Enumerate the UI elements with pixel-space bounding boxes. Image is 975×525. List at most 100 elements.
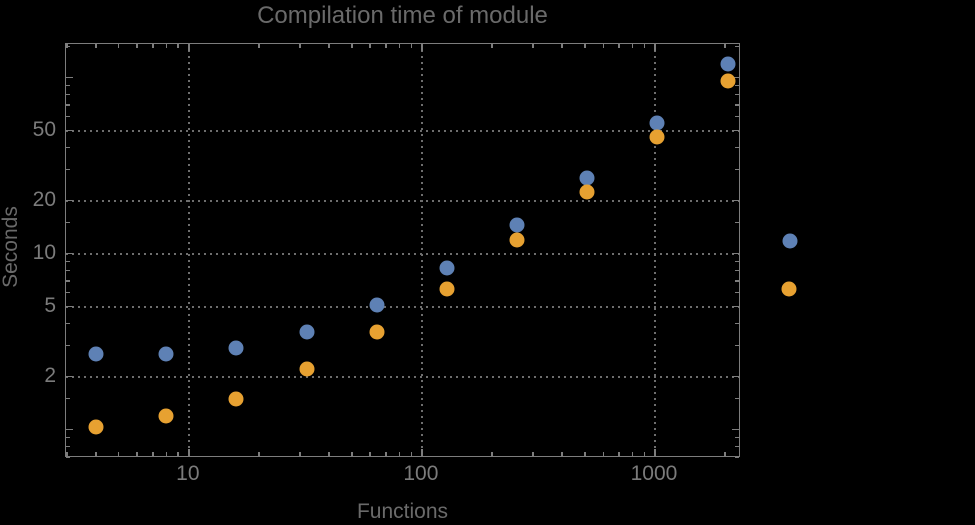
- v-gridline: [653, 44, 656, 456]
- data-point-series-1-blue: [228, 340, 244, 356]
- y-tick: [735, 291, 739, 294]
- x-tick: [328, 452, 330, 456]
- y-tick: [735, 280, 739, 282]
- x-tick: [188, 449, 190, 456]
- x-tick: [618, 452, 620, 456]
- x-axis-label: Functions: [356, 500, 449, 523]
- x-tick: [654, 449, 656, 456]
- x-tick: [258, 452, 260, 456]
- x-tick: [654, 44, 656, 51]
- data-point-series-2-orange: [439, 281, 455, 297]
- x-tick: [369, 44, 371, 48]
- y-tick: [66, 146, 70, 149]
- y-tick: [66, 397, 70, 400]
- y-tick: [66, 269, 70, 272]
- y-tick: [735, 344, 739, 347]
- y-tick: [735, 221, 739, 224]
- y-tick: [66, 305, 73, 308]
- x-tick: [618, 44, 620, 48]
- y-tick: [66, 344, 70, 347]
- x-tick: [385, 452, 387, 456]
- y-tick: [735, 436, 739, 439]
- x-tick-label: 1000: [630, 462, 678, 485]
- data-point-series-1-blue: [579, 170, 595, 186]
- x-tick: [188, 44, 190, 51]
- h-gridline: [66, 129, 739, 132]
- y-tick: [732, 252, 739, 255]
- y-tick: [66, 445, 70, 448]
- data-point-series-2-orange: [369, 324, 385, 340]
- x-tick: [95, 44, 97, 48]
- y-tick: [735, 84, 739, 87]
- y-tick: [735, 168, 739, 171]
- y-tick: [735, 260, 739, 263]
- y-tick-label: 2: [44, 363, 56, 387]
- x-tick: [561, 44, 563, 48]
- x-tick: [421, 44, 423, 51]
- y-tick: [735, 146, 739, 149]
- y-tick: [735, 269, 739, 272]
- x-tick: [351, 44, 353, 48]
- h-gridline: [66, 199, 739, 202]
- y-tick: [66, 221, 70, 224]
- data-point-series-2-orange: [228, 391, 244, 407]
- y-tick-label: 50: [32, 117, 56, 141]
- x-tick: [602, 44, 604, 48]
- y-tick: [66, 322, 70, 325]
- y-tick: [66, 280, 70, 282]
- x-tick: [136, 44, 138, 48]
- y-tick: [735, 445, 739, 448]
- x-tick: [398, 44, 401, 48]
- y-tick: [66, 291, 70, 294]
- y-tick: [735, 45, 739, 48]
- v-gridline: [187, 44, 190, 456]
- data-point-series-1-blue: [158, 346, 174, 362]
- data-point-series-1-blue: [439, 260, 455, 276]
- y-tick-label: 10: [32, 240, 56, 264]
- x-tick: [410, 452, 412, 456]
- legend-marker-series-1-blue: [782, 233, 798, 249]
- x-tick: [328, 44, 330, 48]
- x-tick: [136, 452, 138, 456]
- y-tick: [66, 260, 70, 263]
- v-gridline: [420, 44, 423, 456]
- x-tick-label: 10: [176, 462, 200, 485]
- y-tick: [735, 397, 739, 400]
- y-tick: [735, 115, 739, 118]
- x-tick: [643, 44, 646, 48]
- x-tick: [299, 452, 301, 456]
- data-point-series-2-orange: [720, 73, 735, 89]
- y-tick: [66, 104, 70, 106]
- x-tick: [369, 452, 371, 456]
- x-tick: [561, 452, 563, 456]
- x-tick: [602, 452, 604, 456]
- x-tick: [351, 452, 353, 456]
- data-point-series-1-blue: [509, 217, 525, 233]
- y-tick: [66, 456, 70, 458]
- y-tick: [732, 129, 739, 132]
- y-tick: [66, 84, 70, 87]
- x-tick: [491, 452, 493, 456]
- data-point-series-2-orange: [158, 408, 174, 424]
- data-point-series-1-blue: [649, 115, 665, 131]
- x-tick: [724, 452, 726, 456]
- x-tick: [117, 44, 120, 48]
- x-tick: [66, 452, 68, 456]
- x-tick: [584, 44, 586, 48]
- y-tick: [66, 76, 73, 79]
- data-point-series-2-orange: [299, 361, 315, 377]
- y-tick-label: 5: [44, 293, 56, 317]
- y-tick: [732, 305, 739, 308]
- x-tick: [165, 44, 168, 48]
- x-tick: [631, 452, 634, 456]
- y-tick: [732, 199, 739, 202]
- y-tick: [735, 104, 739, 106]
- x-tick: [117, 452, 120, 456]
- x-tick: [177, 44, 179, 48]
- y-tick: [66, 375, 73, 378]
- y-tick: [66, 168, 70, 171]
- y-tick: [66, 436, 70, 439]
- plot-area: [65, 43, 740, 458]
- x-tick: [95, 452, 97, 456]
- data-point-series-1-blue: [369, 297, 385, 313]
